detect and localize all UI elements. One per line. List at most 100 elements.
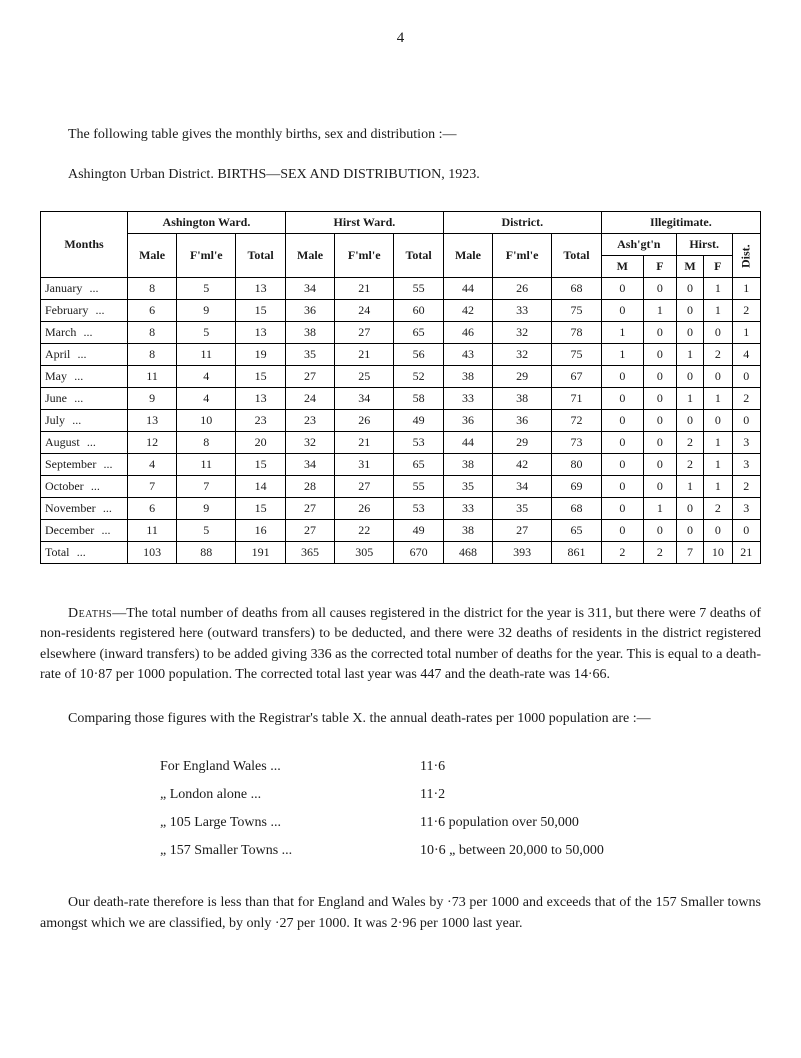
cell: 0 <box>676 410 703 432</box>
cell: 88 <box>177 542 236 564</box>
cell: 0 <box>601 300 643 322</box>
cell: 0 <box>704 410 732 432</box>
month-cell: October... <box>41 476 128 498</box>
cell: 0 <box>704 366 732 388</box>
table-row: September...4111534316538428000213 <box>41 454 761 476</box>
cell: 31 <box>335 454 394 476</box>
intro-text: The following table gives the monthly bi… <box>40 127 761 143</box>
cell: 861 <box>552 542 602 564</box>
cell: 58 <box>394 388 444 410</box>
cell: 670 <box>394 542 444 564</box>
cell: 38 <box>443 520 492 542</box>
month-name: August <box>45 435 80 449</box>
dots: ... <box>78 347 87 361</box>
month-cell: May... <box>41 366 128 388</box>
compare-label: „ London alone ... <box>40 781 420 809</box>
cell: 0 <box>643 278 676 300</box>
dots: ... <box>77 545 86 559</box>
cell: 27 <box>285 366 334 388</box>
header-ashgtn: Ash'gt'n <box>601 234 676 256</box>
cell: 23 <box>285 410 334 432</box>
cell: 4 <box>128 454 177 476</box>
cell: 26 <box>335 410 394 432</box>
cell: 2 <box>704 498 732 520</box>
cell: 0 <box>676 322 703 344</box>
month-name: May <box>45 369 67 383</box>
cell: 1 <box>601 344 643 366</box>
dots: ... <box>103 501 112 515</box>
table-row: January...851334215544266800011 <box>41 278 761 300</box>
cell: 27 <box>285 498 334 520</box>
cell: 5 <box>177 278 236 300</box>
cell: 53 <box>394 432 444 454</box>
cell: 49 <box>394 520 444 542</box>
cell: 0 <box>643 520 676 542</box>
cell: 0 <box>676 366 703 388</box>
month-cell: August... <box>41 432 128 454</box>
month-cell: December... <box>41 520 128 542</box>
cell: 33 <box>493 300 552 322</box>
births-table: Months Ashington Ward. Hirst Ward. Distr… <box>40 211 761 564</box>
cell: 10 <box>704 542 732 564</box>
cell: 2 <box>732 300 760 322</box>
cell: 2 <box>704 344 732 366</box>
cell: 29 <box>493 432 552 454</box>
cell: 0 <box>704 520 732 542</box>
cell: 0 <box>676 498 703 520</box>
cell: 3 <box>732 498 760 520</box>
cell: 60 <box>394 300 444 322</box>
cell: 78 <box>552 322 602 344</box>
cell: 56 <box>394 344 444 366</box>
cell: 35 <box>285 344 334 366</box>
cell: 0 <box>601 366 643 388</box>
cell: 72 <box>552 410 602 432</box>
cell: 7 <box>676 542 703 564</box>
cell: 0 <box>676 300 703 322</box>
cell: 8 <box>128 278 177 300</box>
cell: 21 <box>335 278 394 300</box>
cell: 0 <box>601 432 643 454</box>
table-row: June...941324345833387100112 <box>41 388 761 410</box>
cell: 75 <box>552 344 602 366</box>
deaths-label: Deaths <box>68 606 112 621</box>
header-f: F <box>643 256 676 278</box>
month-name: October <box>45 479 84 493</box>
cell: 36 <box>493 410 552 432</box>
header-dist: Dist. <box>732 234 760 278</box>
cell: 38 <box>285 322 334 344</box>
header-male: Male <box>128 234 177 278</box>
cell: 4 <box>177 366 236 388</box>
cell: 0 <box>643 366 676 388</box>
dots: ... <box>104 457 113 471</box>
month-cell: November... <box>41 498 128 520</box>
month-name: September <box>45 457 96 471</box>
cell: 46 <box>443 322 492 344</box>
cell: 365 <box>285 542 334 564</box>
cell: 9 <box>177 300 236 322</box>
month-name: December <box>45 523 94 537</box>
cell: 5 <box>177 520 236 542</box>
table-row: December...1151627224938276500000 <box>41 520 761 542</box>
cell: 49 <box>394 410 444 432</box>
table-row: August...1282032215344297300213 <box>41 432 761 454</box>
header-total: Total <box>552 234 602 278</box>
compare-value: 10·6 „ between 20,000 to 50,000 <box>420 837 761 865</box>
cell: 23 <box>236 410 286 432</box>
cell: 13 <box>236 388 286 410</box>
cell: 0 <box>601 498 643 520</box>
compare-row: „ London alone ...11·2 <box>40 781 761 809</box>
cell: 29 <box>493 366 552 388</box>
table-row: February...691536246042337501012 <box>41 300 761 322</box>
cell: 468 <box>443 542 492 564</box>
final-paragraph: Our death-rate therefore is less than th… <box>40 893 761 934</box>
cell: 0 <box>601 410 643 432</box>
cell: 67 <box>552 366 602 388</box>
cell: 1 <box>704 454 732 476</box>
header-ashington: Ashington Ward. <box>128 212 286 234</box>
cell: 53 <box>394 498 444 520</box>
month-cell: February... <box>41 300 128 322</box>
month-name: April <box>45 347 70 361</box>
cell: 0 <box>601 476 643 498</box>
cell: 65 <box>552 520 602 542</box>
cell: 0 <box>601 388 643 410</box>
